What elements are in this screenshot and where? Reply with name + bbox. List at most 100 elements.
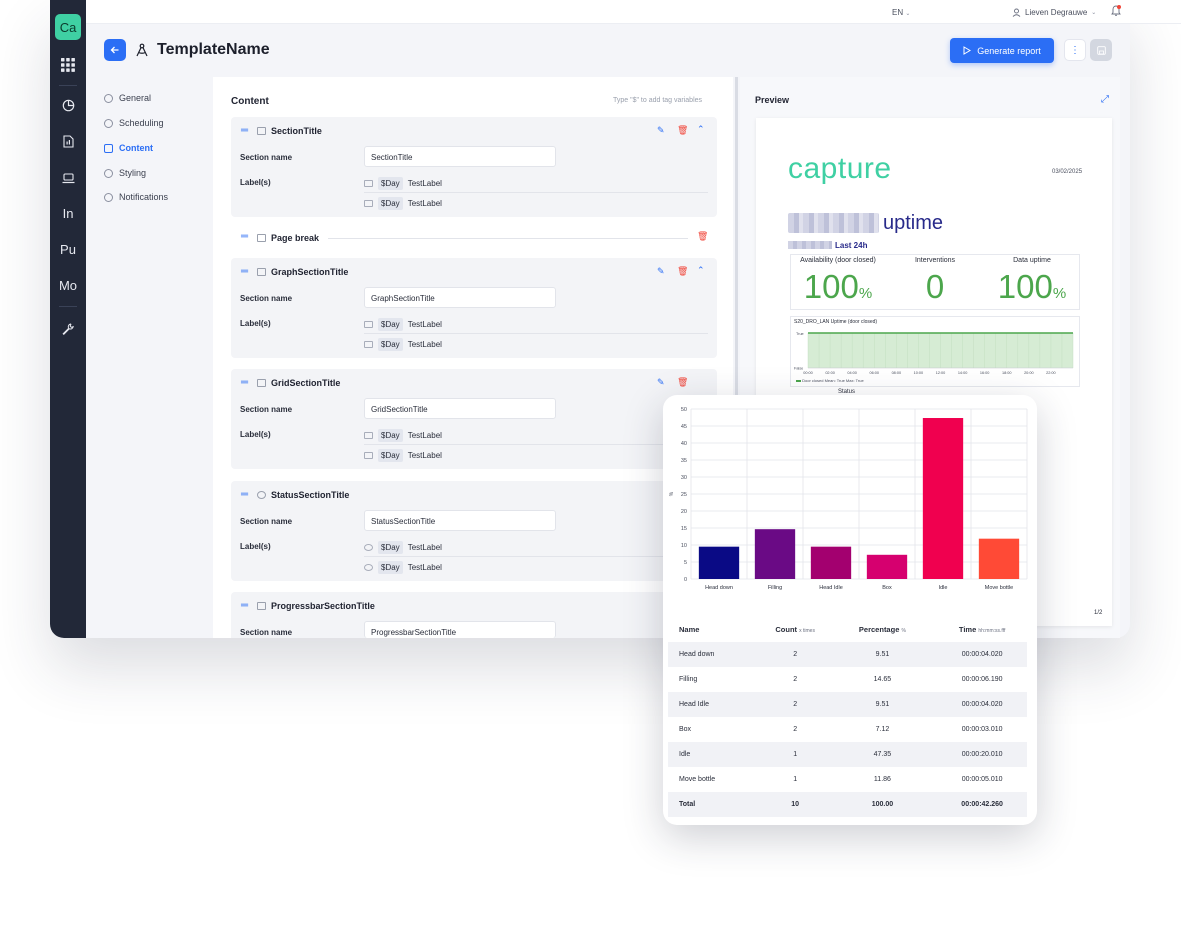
more-options-button[interactable]: ⋮ xyxy=(1064,39,1086,61)
drag-handle-icon[interactable]: ═ xyxy=(241,600,249,611)
back-button[interactable] xyxy=(104,39,126,61)
device-icon[interactable] xyxy=(55,165,81,191)
tag-chip: $Day xyxy=(378,560,403,574)
language-select[interactable]: EN ⌄ xyxy=(892,8,910,17)
chevron-up-icon[interactable]: ⌃ xyxy=(697,265,705,275)
rail-item-in[interactable]: In xyxy=(62,205,74,221)
edit-icon[interactable]: ✎ xyxy=(657,125,665,135)
nav-general[interactable]: General xyxy=(104,93,151,103)
section-title: GraphSectionTitle xyxy=(271,267,349,277)
x-tick-label: 20:00 xyxy=(1024,371,1034,375)
section-card: ═ StatusSectionTitle Section name Status… xyxy=(231,481,717,581)
label-row[interactable]: $Day TestLabel xyxy=(364,175,708,193)
wrench-icon[interactable] xyxy=(55,316,81,342)
delete-icon[interactable]: 🗑 xyxy=(677,125,689,135)
tag-chip: $Day xyxy=(378,318,403,331)
label-row[interactable]: $Day TestLabel xyxy=(364,194,708,212)
tag-chip: $Day xyxy=(378,541,403,554)
play-icon xyxy=(963,46,972,55)
apps-grid-icon[interactable] xyxy=(55,52,81,78)
rail-item-pu[interactable]: Pu xyxy=(60,241,76,257)
status-icon xyxy=(364,544,373,551)
y-tick-label: 15 xyxy=(681,526,687,532)
x-tick-label: 04:00 xyxy=(847,371,857,375)
clock-icon xyxy=(104,118,113,128)
table-row: Head Idle 2 9.51 00:00:04.020 xyxy=(668,692,1027,717)
generate-report-button[interactable]: Generate report xyxy=(950,38,1054,63)
status-label: Status xyxy=(838,389,856,395)
nav-scheduling[interactable]: Scheduling xyxy=(104,118,164,128)
label-row[interactable]: $Day TestLabel xyxy=(364,446,708,464)
progressbar-icon xyxy=(257,602,266,610)
delete-icon[interactable]: 🗑 xyxy=(677,377,689,387)
cell-pct: 9.51 xyxy=(875,651,890,658)
drag-handle-icon[interactable]: ═ xyxy=(241,125,249,136)
drag-handle-icon[interactable]: ═ xyxy=(241,377,249,388)
section-name-input[interactable]: SectionTitle xyxy=(364,146,556,167)
nav-notifications[interactable]: Notifications xyxy=(104,192,168,202)
cell-pct: 14.65 xyxy=(873,676,892,683)
cell-time: 00:00:03.010 xyxy=(961,726,1003,733)
dashboard-icon[interactable] xyxy=(55,92,81,118)
drag-handle-icon[interactable]: ═ xyxy=(241,231,249,242)
label-row[interactable]: $Day TestLabel xyxy=(364,539,708,557)
legend-text: Door closed Mean: True Max: True xyxy=(802,378,864,383)
label-text: TestLabel xyxy=(407,543,442,552)
panel-resize-handle[interactable] xyxy=(735,77,738,638)
edit-icon[interactable]: ✎ xyxy=(657,377,665,387)
preview-title: Preview xyxy=(755,95,790,105)
y-tick-label: 20 xyxy=(681,509,687,515)
label-text: TestLabel xyxy=(407,562,442,572)
edit-icon[interactable]: ✎ xyxy=(657,266,665,276)
section-name-label: Section name xyxy=(240,405,293,414)
delete-icon[interactable]: 🗑 xyxy=(677,266,689,276)
chevron-up-icon[interactable]: ⌃ xyxy=(697,124,705,134)
report-icon[interactable] xyxy=(55,128,81,154)
label-row[interactable]: $Day TestLabel xyxy=(364,335,708,353)
nav-styling[interactable]: Styling xyxy=(104,168,146,178)
cell-name: Head down xyxy=(679,651,715,658)
chevron-down-icon: ⌄ xyxy=(1091,10,1097,16)
nav-label: Scheduling xyxy=(119,118,164,128)
grid-icon xyxy=(364,451,373,459)
label-text: TestLabel xyxy=(407,320,442,329)
cell-name: Box xyxy=(679,726,692,733)
report-heading: uptime xyxy=(883,212,944,234)
delete-icon[interactable]: 🗑 xyxy=(697,231,709,241)
kpi-label: Interventions xyxy=(914,257,956,264)
cell-pct: 47.35 xyxy=(873,751,892,758)
col-name-header: Name xyxy=(679,625,700,634)
section-card: ═ GridSectionTitle ✎ 🗑 Section name Grid… xyxy=(231,369,717,469)
section-name-input[interactable]: ProgressbarSectionTitle xyxy=(364,621,556,638)
nav-content[interactable]: Content xyxy=(104,143,153,153)
section-name-input[interactable]: GraphSectionTitle xyxy=(364,287,556,308)
save-button[interactable] xyxy=(1090,39,1112,61)
x-tick-label: 06:00 xyxy=(869,371,879,375)
label-row[interactable]: $Day TestLabel xyxy=(364,316,708,334)
page-break-icon xyxy=(257,234,266,242)
cell-name: Filling xyxy=(679,676,698,683)
drag-handle-icon[interactable]: ═ xyxy=(241,266,249,277)
label-row[interactable]: $Day TestLabel xyxy=(364,427,708,445)
bar xyxy=(922,418,964,579)
rail-item-mo[interactable]: Mo xyxy=(58,277,78,293)
drag-handle-icon[interactable]: ═ xyxy=(241,489,249,500)
col-time-label: Time xyxy=(958,625,977,634)
label-text: TestLabel xyxy=(407,339,442,349)
label-row[interactable]: $Day TestLabel xyxy=(364,558,708,576)
table-total-row: Total 10 100.00 00:00:42.260 xyxy=(668,792,1027,817)
uptime-chart xyxy=(790,316,1080,387)
section-name-input[interactable]: StatusSectionTitle xyxy=(364,510,556,531)
page-break-row: ═ Page break 🗑 xyxy=(231,229,717,247)
section-name-input[interactable]: GridSectionTitle xyxy=(364,398,556,419)
kpi-value: 100% xyxy=(984,268,1080,306)
page-break-label: Page break xyxy=(271,233,320,243)
status-icon xyxy=(257,491,266,499)
kebab-icon: ⋮ xyxy=(1070,44,1080,56)
template-title[interactable]: TemplateName xyxy=(157,41,270,58)
cell-count: 2 xyxy=(793,651,798,658)
user-menu[interactable]: Lieven Degrauwe ⌄ xyxy=(1012,8,1096,17)
app-logo[interactable]: Ca xyxy=(55,14,81,40)
expand-icon[interactable]: ⤢ xyxy=(1101,94,1109,105)
brand-logo: capture xyxy=(788,152,892,185)
